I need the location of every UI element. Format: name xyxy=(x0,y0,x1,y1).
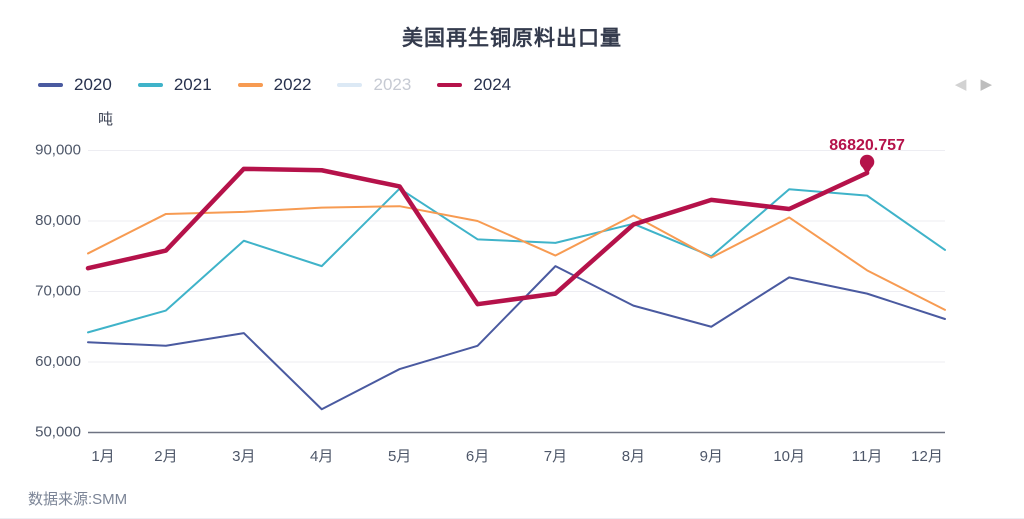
x-axis-tick-label: 11月 xyxy=(852,448,883,465)
legend-line-swatch-2024 xyxy=(437,83,463,87)
legend-label: 2023 xyxy=(373,75,412,94)
y-axis-tick-label: 90,000 xyxy=(35,141,81,158)
series-line-2024 xyxy=(85,166,870,307)
x-axis-tick-label: 7月 xyxy=(544,448,567,465)
legend-prev-arrow-icon[interactable]: ◀ xyxy=(954,76,967,93)
y-axis-tick-label: 70,000 xyxy=(35,282,81,299)
x-axis-tick-label: 3月 xyxy=(232,448,255,465)
y-axis-tick-label: 50,000 xyxy=(35,423,81,440)
chart-title: 美国再生铜原料出口量 xyxy=(402,27,622,50)
x-axis-tick-label: 10月 xyxy=(773,448,805,465)
series-line-2022 xyxy=(87,205,946,311)
y-axis-tick-label: 60,000 xyxy=(35,353,81,370)
x-axis-tick-label: 2月 xyxy=(154,448,177,465)
legend-line-swatch-2022 xyxy=(237,83,263,87)
legend-pager: ◀ ▶ xyxy=(955,77,992,92)
x-axis-tick-label: 12月 xyxy=(911,448,943,465)
legend-item-2021[interactable]: 2021 xyxy=(137,75,212,95)
y-axis-unit-label: 吨 xyxy=(98,111,114,128)
data-source-label: 数据来源:SMM xyxy=(28,491,128,508)
legend-item-2024[interactable]: 2024 xyxy=(437,75,511,95)
legend-label: 2021 xyxy=(173,75,212,94)
legend-line-swatch-2023 xyxy=(337,83,363,87)
legend-label: 2024 xyxy=(473,75,512,94)
x-axis-tick-label: 8月 xyxy=(622,448,645,465)
x-axis-tick-label: 4月 xyxy=(310,448,333,465)
legend-item-2022[interactable]: 2022 xyxy=(237,75,312,95)
series-line-2021 xyxy=(87,187,946,334)
endpoint-marker xyxy=(859,154,875,170)
legend-item-2020[interactable]: 2020 xyxy=(38,75,112,95)
y-axis-tick-label: 80,000 xyxy=(35,212,81,229)
x-axis-tick-label: 1月 xyxy=(91,448,114,465)
series-line-2020 xyxy=(87,265,946,411)
x-axis-tick-label: 5月 xyxy=(388,448,411,465)
x-axis-tick-label: 9月 xyxy=(700,448,723,465)
legend-label: 2022 xyxy=(273,75,312,94)
legend: 2020 2021 2022 2023 2024 xyxy=(38,75,511,95)
legend-line-swatch-2021 xyxy=(137,83,163,87)
legend-label: 2020 xyxy=(74,75,112,94)
endpoint-value-label: 86820.757 xyxy=(829,137,905,154)
legend-item-2023[interactable]: 2023 xyxy=(337,75,411,95)
legend-next-arrow-icon[interactable]: ▶ xyxy=(980,76,992,93)
x-axis-tick-label: 6月 xyxy=(466,448,489,465)
legend-line-swatch-2020 xyxy=(38,83,63,87)
